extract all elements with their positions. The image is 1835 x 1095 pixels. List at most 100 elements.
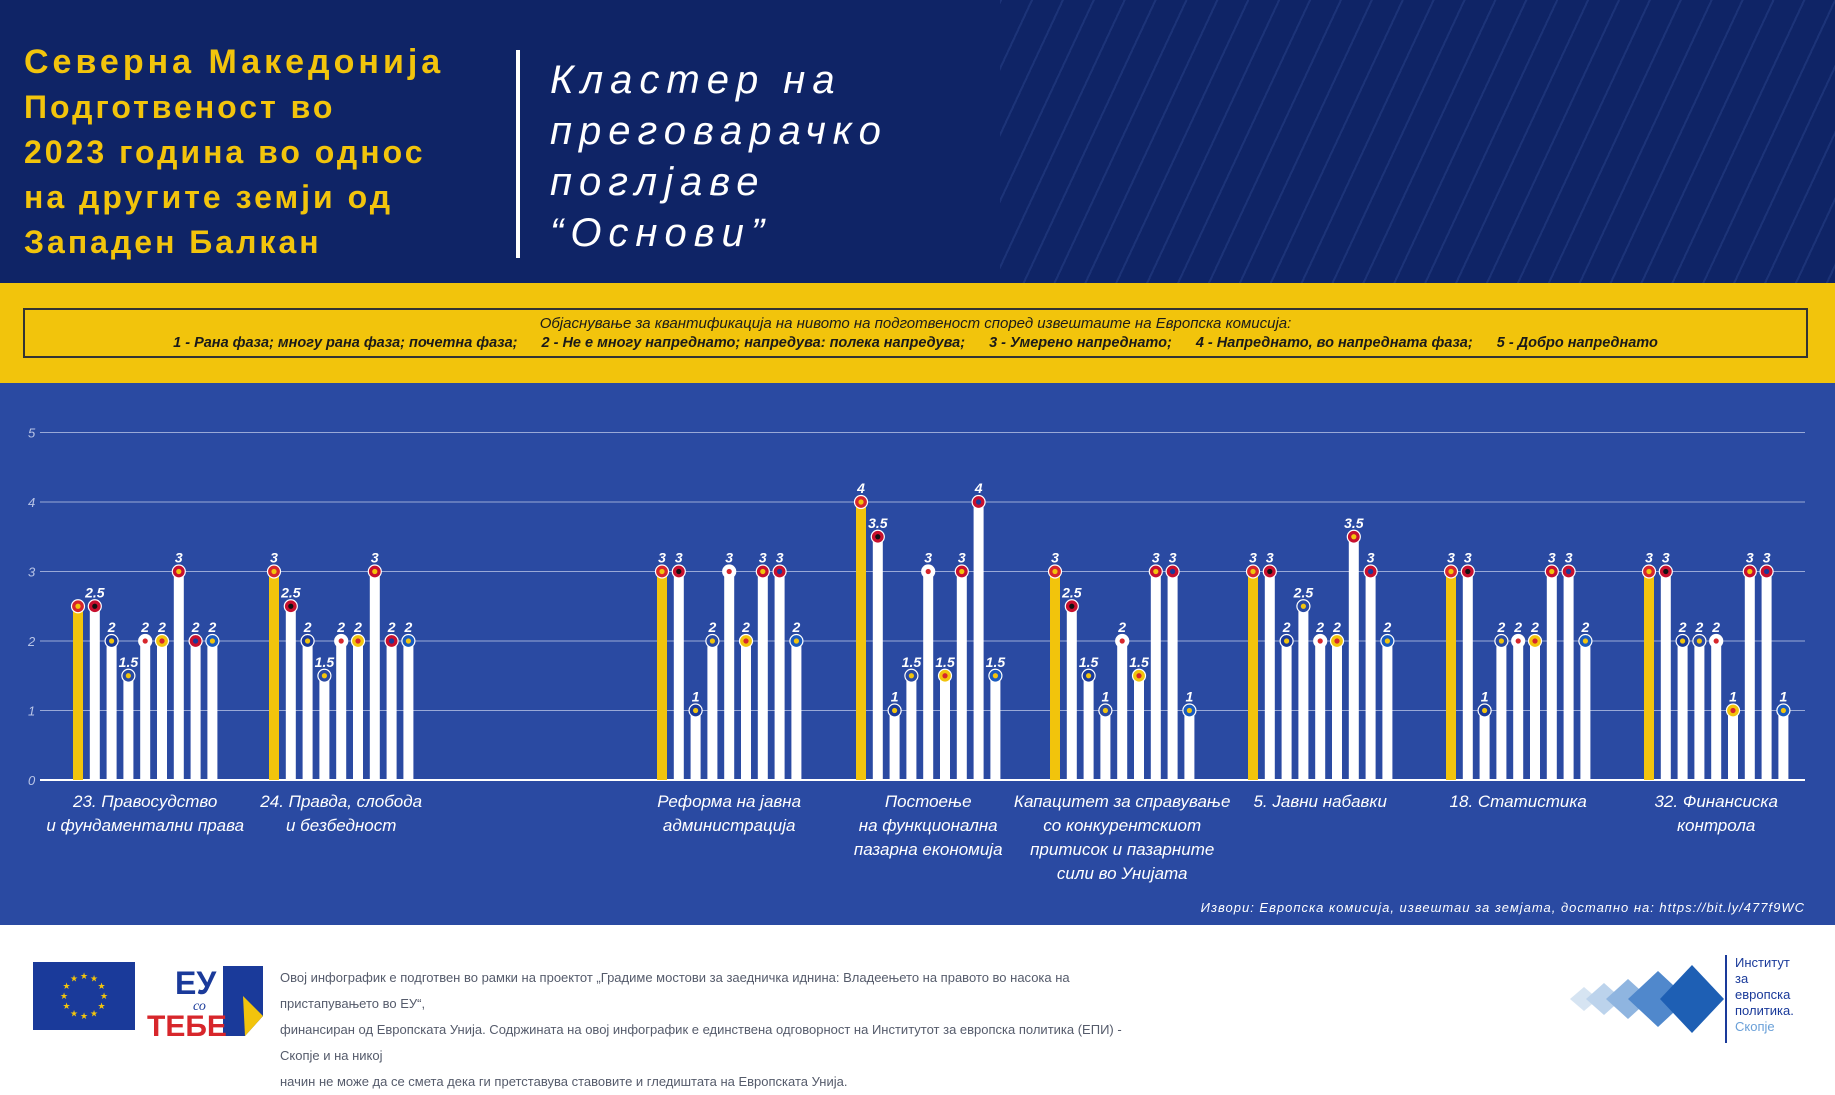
chart-area: 0 1 2 3 4 5 2.5 2 1.5 2 2 3 2 2 23. Правосудство и фунд… bbox=[0, 383, 1835, 925]
flag-icon-center bbox=[709, 638, 716, 644]
bar bbox=[906, 675, 917, 780]
bar bbox=[1644, 571, 1654, 780]
bar bbox=[1728, 710, 1738, 780]
cluster-title: Кластер на преговарачко поглјаве “Основи… bbox=[550, 55, 1010, 259]
flag-icon-center bbox=[1448, 568, 1454, 575]
bar bbox=[269, 571, 279, 780]
data-label: 3 bbox=[371, 550, 379, 566]
data-label: 2 bbox=[107, 619, 116, 635]
bar bbox=[856, 502, 866, 780]
flag-icon-center bbox=[925, 568, 931, 575]
data-label: 3 bbox=[1447, 550, 1455, 566]
bar bbox=[1134, 675, 1144, 780]
bar bbox=[791, 641, 802, 780]
flag-icon-center bbox=[1267, 568, 1273, 575]
eu-so-tebe-logo: ЕУ со ТЕБЕ bbox=[145, 958, 265, 1043]
bar bbox=[1580, 641, 1591, 780]
data-label: 3 bbox=[924, 550, 932, 566]
flag-icon-center bbox=[726, 568, 732, 575]
category-label: со конкурентскиот bbox=[1043, 816, 1201, 835]
bar bbox=[657, 571, 667, 780]
legend-item: 4 - Напреднато, во напредната фаза; bbox=[1195, 335, 1473, 351]
bar bbox=[1496, 641, 1507, 780]
bar bbox=[1315, 641, 1326, 780]
category-label: 24. Правда, слобода bbox=[259, 792, 422, 811]
bar bbox=[353, 641, 363, 780]
data-label: 2 bbox=[792, 619, 801, 635]
legend-item: 1 - Рана фаза; многу рана фаза; почетна … bbox=[173, 335, 518, 351]
flag-icon-center bbox=[355, 638, 361, 644]
flag-icon-center bbox=[1549, 568, 1555, 575]
bar bbox=[1167, 571, 1178, 780]
flag-icon-center bbox=[1780, 707, 1786, 714]
flag-icon-center bbox=[1515, 638, 1521, 644]
bar bbox=[190, 641, 201, 780]
data-label: 1.5 bbox=[1129, 654, 1149, 670]
title-line: Северна Македонија bbox=[24, 43, 445, 81]
data-label: 3 bbox=[675, 550, 683, 566]
institute-logo-icon bbox=[1570, 965, 1724, 1033]
bar bbox=[1264, 571, 1275, 780]
logo-accent bbox=[243, 996, 263, 1036]
flag-icon-center bbox=[1482, 707, 1488, 714]
data-label: 2 bbox=[1497, 619, 1506, 635]
bar bbox=[207, 641, 218, 780]
flag-icon-center bbox=[372, 568, 378, 575]
bar bbox=[403, 641, 414, 780]
svg-text:★: ★ bbox=[80, 1012, 88, 1022]
flag-icon-center bbox=[1284, 638, 1290, 644]
legend-box: Објаснување за квантификација на нивото … bbox=[23, 308, 1808, 358]
svg-text:★: ★ bbox=[97, 982, 105, 992]
main-title: Северна Македонија Подготвеност во 2023 … bbox=[24, 40, 504, 265]
legend-item: 3 - Умерено напреднато; bbox=[989, 335, 1172, 351]
data-label: 3 bbox=[1266, 550, 1274, 566]
bar bbox=[990, 675, 1001, 780]
flag-icon-center bbox=[1317, 638, 1323, 644]
flag-icon-center bbox=[305, 638, 311, 644]
flag-icon-center bbox=[693, 707, 699, 714]
category-label: 18. Статистика bbox=[1450, 792, 1587, 811]
data-label: 3 bbox=[1662, 550, 1670, 566]
bar bbox=[1298, 606, 1309, 780]
flag-icon-center bbox=[1680, 638, 1686, 644]
data-label: 3 bbox=[1763, 550, 1771, 566]
flag-icon-center bbox=[976, 499, 982, 505]
data-label: 2 bbox=[1695, 619, 1704, 635]
footer: ★ ★ ★ ★ ★ ★ ★ ★ ★ ★ ★ ★ ЕУ со ТЕБЕ Овој инфограф… bbox=[0, 925, 1835, 1089]
data-label: 3 bbox=[725, 550, 733, 566]
flag-icon-center bbox=[1170, 568, 1176, 575]
flag-icon-center bbox=[389, 638, 395, 644]
bar bbox=[1083, 675, 1094, 780]
flag-icon-center bbox=[1532, 638, 1538, 644]
institute-line: политика. bbox=[1735, 1003, 1794, 1018]
header-decoration bbox=[1000, 0, 1835, 283]
bar bbox=[956, 571, 967, 780]
institute-line: за bbox=[1735, 971, 1749, 986]
bar bbox=[369, 571, 380, 780]
category-label: и безбедност bbox=[286, 816, 396, 835]
data-label: 2 bbox=[208, 619, 217, 635]
category-label: контрола bbox=[1677, 816, 1755, 835]
bar bbox=[1348, 536, 1359, 780]
logo-top-text: ЕУ bbox=[175, 965, 217, 1001]
footer-line: Овој инфографик е подготвен во рамки на … bbox=[280, 970, 1070, 1011]
bar bbox=[1365, 571, 1376, 780]
institute-name: Институт за европска политика. Скопје bbox=[1735, 955, 1835, 1035]
flag-icon-center bbox=[942, 673, 948, 679]
cluster-title-line: поглјаве bbox=[550, 160, 766, 204]
flag-icon-center bbox=[1102, 707, 1108, 714]
bar bbox=[73, 606, 83, 780]
data-label: 3 bbox=[1565, 550, 1573, 566]
legend-item: 5 - Добро напреднато bbox=[1496, 335, 1658, 351]
category-label: на функционална bbox=[859, 816, 998, 835]
bar bbox=[285, 606, 296, 780]
data-label: 3 bbox=[958, 550, 966, 566]
svg-text:★: ★ bbox=[100, 992, 108, 1002]
flag-icon-center bbox=[760, 568, 766, 575]
institute-line: Институт bbox=[1735, 955, 1790, 970]
bar bbox=[889, 710, 900, 780]
svg-text:★: ★ bbox=[80, 972, 88, 982]
bar bbox=[89, 606, 100, 780]
bar bbox=[319, 675, 330, 780]
flag-icon-center bbox=[288, 603, 294, 609]
